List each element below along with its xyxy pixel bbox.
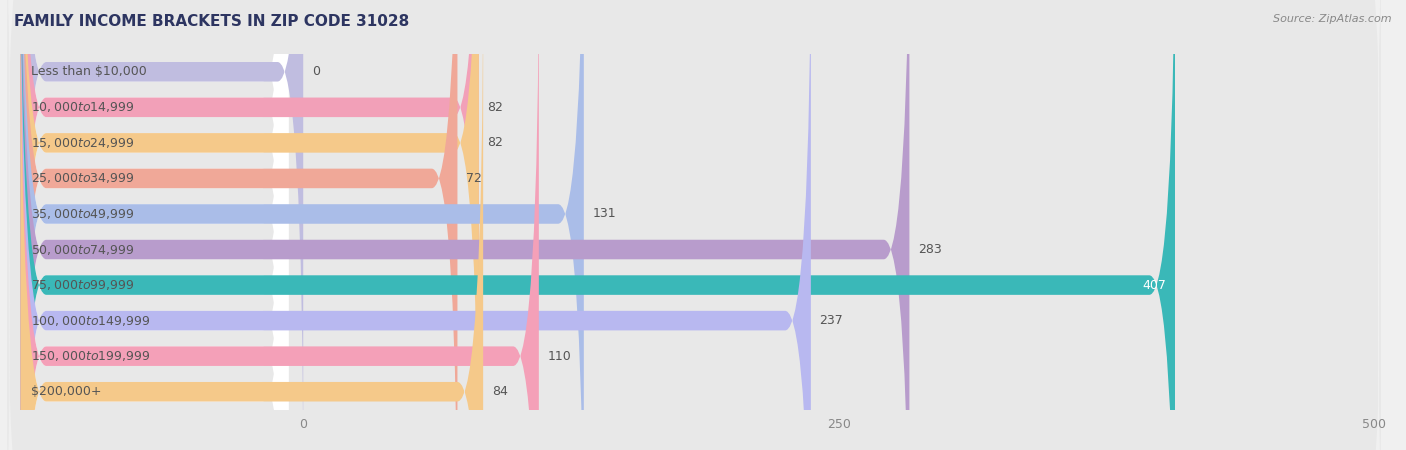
Text: 84: 84 xyxy=(492,385,508,398)
FancyBboxPatch shape xyxy=(21,0,811,450)
FancyBboxPatch shape xyxy=(7,0,1381,304)
Text: $50,000 to $74,999: $50,000 to $74,999 xyxy=(31,243,135,256)
FancyBboxPatch shape xyxy=(21,0,538,450)
FancyBboxPatch shape xyxy=(21,0,288,450)
Text: 237: 237 xyxy=(820,314,844,327)
FancyBboxPatch shape xyxy=(21,0,288,450)
FancyBboxPatch shape xyxy=(7,159,1381,450)
FancyBboxPatch shape xyxy=(7,230,1381,450)
Text: 82: 82 xyxy=(488,101,503,114)
FancyBboxPatch shape xyxy=(7,53,1381,375)
FancyBboxPatch shape xyxy=(7,88,1381,411)
Text: 72: 72 xyxy=(465,172,482,185)
FancyBboxPatch shape xyxy=(21,0,288,450)
FancyBboxPatch shape xyxy=(7,0,1381,269)
Text: $10,000 to $14,999: $10,000 to $14,999 xyxy=(31,100,135,114)
Text: $35,000 to $49,999: $35,000 to $49,999 xyxy=(31,207,135,221)
Text: $150,000 to $199,999: $150,000 to $199,999 xyxy=(31,349,150,363)
Text: 407: 407 xyxy=(1143,279,1167,292)
FancyBboxPatch shape xyxy=(7,124,1381,446)
FancyBboxPatch shape xyxy=(21,0,910,450)
FancyBboxPatch shape xyxy=(21,0,479,450)
FancyBboxPatch shape xyxy=(21,0,479,450)
FancyBboxPatch shape xyxy=(7,0,1381,233)
Text: $25,000 to $34,999: $25,000 to $34,999 xyxy=(31,171,135,185)
FancyBboxPatch shape xyxy=(21,0,288,450)
FancyBboxPatch shape xyxy=(21,0,288,450)
FancyBboxPatch shape xyxy=(7,17,1381,340)
FancyBboxPatch shape xyxy=(21,0,288,450)
Text: $200,000+: $200,000+ xyxy=(31,385,101,398)
Text: 82: 82 xyxy=(488,136,503,149)
FancyBboxPatch shape xyxy=(21,0,583,450)
Text: FAMILY INCOME BRACKETS IN ZIP CODE 31028: FAMILY INCOME BRACKETS IN ZIP CODE 31028 xyxy=(14,14,409,28)
FancyBboxPatch shape xyxy=(21,0,288,450)
Text: $100,000 to $149,999: $100,000 to $149,999 xyxy=(31,314,150,328)
Text: 110: 110 xyxy=(547,350,571,363)
Text: 131: 131 xyxy=(592,207,616,220)
FancyBboxPatch shape xyxy=(21,0,1175,450)
FancyBboxPatch shape xyxy=(7,195,1381,450)
Text: $75,000 to $99,999: $75,000 to $99,999 xyxy=(31,278,135,292)
Text: Less than $10,000: Less than $10,000 xyxy=(31,65,148,78)
Text: $15,000 to $24,999: $15,000 to $24,999 xyxy=(31,136,135,150)
FancyBboxPatch shape xyxy=(21,0,484,450)
FancyBboxPatch shape xyxy=(21,0,457,450)
FancyBboxPatch shape xyxy=(21,0,288,450)
Text: 283: 283 xyxy=(918,243,942,256)
FancyBboxPatch shape xyxy=(21,0,288,450)
Text: Source: ZipAtlas.com: Source: ZipAtlas.com xyxy=(1274,14,1392,23)
FancyBboxPatch shape xyxy=(21,0,304,450)
Text: 0: 0 xyxy=(312,65,319,78)
FancyBboxPatch shape xyxy=(21,0,288,450)
